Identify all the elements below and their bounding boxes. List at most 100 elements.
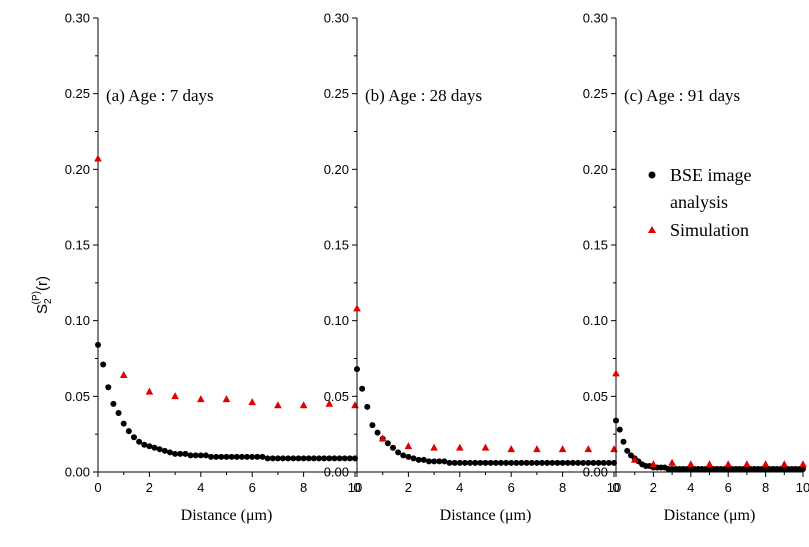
y-axis-title-main: S: [34, 304, 51, 314]
data-point-bse: [105, 384, 112, 391]
data-point-bse: [369, 422, 376, 429]
y-tick-label: 0.15: [324, 238, 349, 253]
data-point-simulation: [724, 460, 732, 468]
data-point-bse: [477, 459, 484, 466]
chart-panel-2: 0.00 0.05 0.10 0.15 0.20 0.25 0.30 0 2 4 6 8 10 Dista…: [324, 11, 622, 525]
x-tick-label: 8: [762, 480, 769, 495]
data-point-bse: [564, 459, 571, 466]
data-point-bse: [331, 455, 338, 462]
data-point-bse: [213, 453, 220, 460]
x-axis-title: Distance (μm): [664, 507, 756, 524]
y-tick-label: 0.15: [65, 238, 90, 253]
data-point-bse: [110, 400, 117, 407]
y-tick-label: 0.05: [583, 389, 608, 404]
data-point-bse: [151, 444, 158, 451]
data-point-bse: [130, 434, 137, 441]
chart-panel-1: 0.00 0.05 0.10 0.15 0.20 0.25 0.30 0 2 4 6 8 10 Dista…: [65, 11, 363, 525]
data-point-simulation: [761, 460, 770, 468]
data-point-bse: [415, 456, 422, 463]
data-point-bse: [269, 455, 276, 462]
x-axis-title: Distance (μm): [440, 507, 532, 524]
data-point-bse: [197, 452, 204, 459]
data-point-bse: [354, 366, 360, 373]
data-point-bse: [223, 453, 230, 460]
data-point-bse: [503, 459, 510, 466]
data-point-simulation: [743, 460, 751, 468]
y-axis-title-sup: (P): [31, 291, 42, 304]
data-point-bse: [187, 452, 194, 459]
data-point-bse: [115, 409, 122, 416]
data-point-simulation: [197, 395, 205, 403]
data-point-bse: [600, 459, 607, 466]
y-tick-label: 0.25: [65, 86, 90, 101]
data-point-bse: [208, 453, 215, 460]
data-point-bse: [624, 447, 631, 454]
data-point-bse: [316, 455, 323, 462]
data-point-bse: [616, 426, 623, 433]
x-tick-label: 4: [456, 480, 463, 495]
data-point-simulation: [351, 401, 359, 409]
x-tick-label: 10: [348, 480, 362, 495]
data-point-bse: [472, 459, 479, 466]
x-tick-label: 10: [796, 480, 809, 495]
data-point-bse: [487, 459, 494, 466]
x-tick-label: 8: [559, 480, 566, 495]
data-point-bse: [580, 459, 587, 466]
data-point-bse: [290, 455, 297, 462]
data-point-simulation: [705, 460, 714, 468]
legend: BSE image analysis Simulation: [648, 165, 752, 240]
data-point-bse: [400, 452, 407, 459]
x-tick-label: 6: [508, 480, 515, 495]
data-point-simulation: [668, 458, 676, 466]
data-point-bse: [451, 459, 458, 466]
x-tick-label: 2: [146, 480, 153, 495]
y-tick-label: 0.25: [324, 86, 349, 101]
y-tick-label: 0.00: [324, 465, 349, 480]
data-point-simulation: [248, 398, 256, 406]
data-point-simulation: [171, 392, 179, 400]
y-axis-title-sub: 2: [43, 298, 54, 304]
data-point-bse: [359, 385, 366, 392]
data-point-bse: [374, 429, 381, 436]
data-point-simulation: [687, 460, 695, 468]
data-point-bse: [549, 459, 556, 466]
data-point-bse: [95, 341, 101, 348]
data-point-simulation: [612, 369, 620, 377]
data-point-bse: [141, 441, 148, 448]
data-point-bse: [310, 455, 317, 462]
data-point-bse: [395, 449, 402, 456]
data-point-simulation: [94, 154, 102, 162]
data-point-simulation: [222, 395, 231, 403]
data-point-simulation: [780, 460, 789, 468]
x-tick-label: 6: [725, 480, 732, 495]
data-point-bse: [100, 361, 107, 368]
x-tick-label: 0: [353, 480, 360, 495]
data-point-bse: [461, 459, 468, 466]
panel-label: (b) Age : 28 days: [365, 86, 482, 105]
x-tick-label: 4: [687, 480, 694, 495]
legend-marker-bse: [648, 171, 656, 179]
data-point-bse: [321, 455, 328, 462]
chart-panels: 0.00 0.05 0.10 0.15 0.20 0.25 0.30 0 2 4 6 8 10 Dista…: [65, 11, 809, 525]
x-axis-title: Distance (μm): [181, 507, 273, 524]
data-point-bse: [613, 417, 619, 424]
y-tick-label: 0.10: [583, 313, 608, 328]
data-point-bse: [467, 459, 474, 466]
data-point-bse: [336, 455, 343, 462]
data-point-bse: [513, 459, 520, 466]
data-point-bse: [177, 450, 184, 457]
data-point-bse: [305, 455, 312, 462]
data-point-bse: [431, 458, 438, 465]
data-point-bse: [254, 453, 261, 460]
data-point-bse: [244, 453, 251, 460]
data-point-bse: [569, 459, 576, 466]
data-point-simulation: [456, 443, 464, 451]
y-axis-title: S2(P)(r): [31, 276, 54, 314]
y-tick-label: 0.30: [65, 11, 90, 26]
data-point-bse: [166, 449, 173, 456]
y-tick-label: 0.30: [583, 11, 608, 26]
x-tick-label: 0: [94, 480, 101, 495]
data-point-bse: [125, 428, 132, 435]
panel-label: (a) Age : 7 days: [106, 86, 214, 105]
